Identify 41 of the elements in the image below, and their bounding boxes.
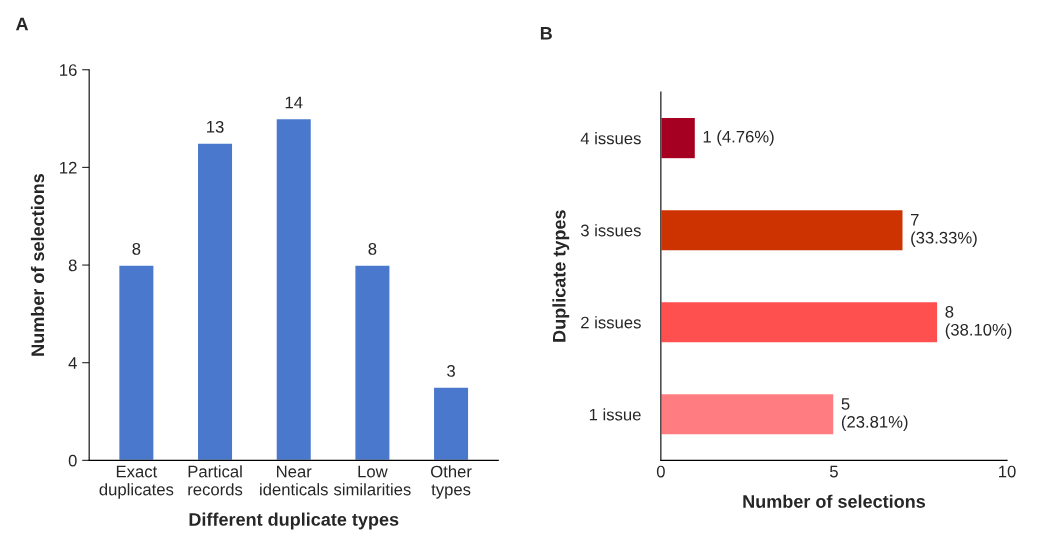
x-tick-label: Near identicals <box>260 465 328 496</box>
x-tick-label: 0 <box>656 465 665 478</box>
bar <box>660 300 939 344</box>
y-tick-label: 0 <box>68 454 77 467</box>
data-label: 14 <box>285 96 303 109</box>
data-label: 8 (38.10%) <box>945 305 1012 339</box>
x-tick-label: Other types <box>431 465 472 499</box>
y-tick-label: 3 issues <box>580 224 641 237</box>
data-label: 8 <box>132 243 141 255</box>
chart-title: A <box>15 17 29 31</box>
y-tick-label: 4 <box>68 357 77 369</box>
y-axis-title: Duplicate types <box>552 210 570 342</box>
bar <box>117 264 155 461</box>
bar <box>660 392 835 436</box>
data-label: 8 <box>368 243 377 255</box>
chart-title: B <box>540 27 552 40</box>
y-tick-label: 8 <box>68 259 77 272</box>
bar <box>660 208 904 252</box>
y-tick-label: 16 <box>60 64 77 76</box>
x-axis-title: Number of selections <box>743 494 926 508</box>
y-tick-label: 2 issues <box>581 316 641 329</box>
x-axis-title: Different duplicate types <box>189 512 399 530</box>
x-tick-label: 10 <box>999 465 1016 478</box>
y-tick-label: 12 <box>60 161 77 174</box>
x-tick-label: 5 <box>829 465 838 478</box>
data-label: 3 <box>447 365 455 377</box>
y-tick-label: 1 issue <box>589 408 641 421</box>
data-label: 1 (4.76%) <box>703 130 774 146</box>
bar <box>275 117 313 461</box>
x-tick-label: Low similarities <box>333 465 411 496</box>
bar <box>196 142 234 461</box>
x-tick-label: Exact duplicates <box>99 465 174 499</box>
bar <box>660 116 697 160</box>
y-tick-label: 4 issues <box>580 132 641 145</box>
x-tick-label: Partical records <box>188 465 243 496</box>
y-axis-title: Number of selections <box>30 173 45 356</box>
data-label: 13 <box>207 120 224 133</box>
data-label: 5 (23.81%) <box>841 398 908 432</box>
bar <box>432 386 470 461</box>
bar <box>353 264 391 461</box>
data-label: 7 (33.33%) <box>910 214 977 247</box>
